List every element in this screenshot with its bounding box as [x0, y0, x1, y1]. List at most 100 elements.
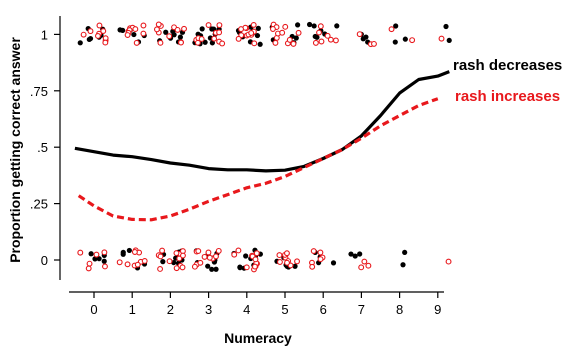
data-point-rash-decreases	[202, 39, 208, 45]
data-point-rash-increases	[310, 248, 317, 255]
data-point-rash-increases	[324, 32, 331, 39]
data-point-rash-increases	[284, 250, 290, 257]
data-point-rash-decreases	[163, 29, 169, 35]
data-point-rash-increases	[317, 249, 324, 256]
data-point-rash-increases	[174, 26, 181, 33]
data-point-rash-increases	[124, 261, 131, 268]
data-point-rash-increases	[195, 248, 202, 254]
data-point-rash-decreases	[88, 251, 94, 257]
data-point-rash-increases	[438, 35, 445, 42]
data-point-rash-increases	[201, 253, 208, 260]
y-tick-label: 1	[41, 27, 48, 42]
data-point-rash-decreases	[177, 34, 183, 40]
data-point-rash-increases	[235, 247, 242, 254]
data-point-rash-decreases	[131, 31, 137, 38]
data-point-rash-decreases	[357, 251, 363, 257]
data-point-rash-increases	[279, 29, 286, 36]
data-point-rash-decreases	[392, 39, 398, 45]
data-point-rash-increases	[211, 35, 218, 42]
data-point-rash-decreases	[400, 262, 406, 268]
data-point-rash-increases	[361, 258, 368, 265]
y-axis-ticks: 0 .25 .5 .75 1	[30, 27, 60, 268]
data-point-rash-increases	[194, 39, 201, 46]
data-point-rash-increases	[205, 249, 212, 256]
curve-rash-increases	[77, 97, 439, 222]
x-tick-label: 9	[434, 302, 441, 317]
data-point-rash-increases	[251, 263, 258, 270]
x-axis-title: Numeracy	[224, 330, 292, 346]
data-point-rash-increases	[219, 40, 226, 47]
data-point-rash-increases	[295, 29, 302, 36]
data-point-rash-increases	[100, 28, 107, 34]
data-point-rash-decreases	[352, 253, 358, 259]
data-point-rash-decreases	[257, 41, 263, 47]
curve-rash-decreases	[74, 70, 450, 173]
data-point-rash-increases	[356, 31, 363, 38]
scatter-points	[77, 21, 452, 273]
data-point-rash-decreases	[443, 23, 449, 30]
y-tick-label: .5	[37, 140, 48, 155]
data-point-rash-decreases	[295, 22, 301, 28]
data-point-rash-increases	[179, 264, 186, 271]
x-tick-label: 7	[358, 302, 365, 317]
data-point-rash-increases	[157, 253, 164, 260]
data-point-rash-increases	[409, 37, 416, 44]
data-point-rash-increases	[141, 258, 148, 264]
data-point-rash-decreases	[311, 23, 317, 29]
data-point-rash-decreases	[330, 260, 337, 266]
y-tick-label: 0	[41, 253, 48, 268]
data-point-rash-decreases	[254, 32, 261, 39]
data-point-rash-decreases	[77, 40, 83, 46]
x-tick-label: 5	[281, 302, 288, 317]
data-point-rash-decreases	[446, 37, 452, 44]
data-point-rash-decreases	[292, 263, 298, 269]
data-point-rash-decreases	[402, 249, 408, 256]
data-point-rash-decreases	[209, 266, 215, 272]
series-label-rash-decreases: rash decreases	[453, 57, 562, 74]
data-point-rash-decreases	[117, 27, 123, 33]
data-point-rash-increases	[166, 33, 173, 40]
data-point-rash-decreases	[205, 263, 211, 269]
data-point-rash-decreases	[255, 25, 261, 31]
data-point-rash-increases	[173, 265, 180, 272]
data-point-rash-increases	[358, 264, 365, 271]
x-axis-ticks: 0 1 2 3 4 5 6 7 8 9	[90, 292, 441, 317]
data-point-rash-increases	[316, 29, 322, 36]
data-point-rash-increases	[243, 264, 250, 271]
data-point-rash-increases	[80, 31, 87, 38]
data-point-rash-increases	[101, 249, 108, 256]
data-point-rash-increases	[197, 259, 204, 266]
data-point-rash-decreases	[101, 258, 107, 264]
data-point-rash-decreases	[363, 34, 369, 40]
data-point-rash-increases	[276, 252, 283, 259]
data-point-rash-increases	[231, 251, 238, 258]
data-point-rash-decreases	[334, 23, 340, 29]
data-point-rash-decreases	[160, 259, 166, 265]
data-point-rash-increases	[178, 39, 184, 46]
data-point-rash-increases	[134, 261, 141, 268]
data-point-rash-increases	[173, 250, 180, 257]
data-point-rash-increases	[95, 32, 101, 39]
x-tick-label: 4	[243, 302, 250, 317]
data-point-rash-increases	[198, 36, 205, 42]
data-point-rash-decreases	[96, 256, 102, 262]
data-point-rash-increases	[365, 262, 372, 269]
data-point-rash-decreases	[213, 266, 219, 272]
data-point-rash-decreases	[126, 247, 132, 254]
data-point-rash-increases	[87, 28, 94, 35]
data-point-rash-decreases	[314, 34, 320, 40]
data-point-rash-increases	[309, 263, 316, 270]
fitted-curves	[74, 70, 450, 222]
data-point-rash-increases	[317, 256, 324, 263]
y-tick-label: .75	[30, 84, 48, 99]
data-point-rash-decreases	[243, 253, 249, 259]
data-point-rash-decreases	[306, 21, 313, 28]
data-point-rash-increases	[102, 263, 108, 270]
data-point-rash-increases	[86, 260, 93, 267]
data-point-rash-increases	[77, 249, 84, 256]
data-point-rash-increases	[238, 26, 244, 33]
data-point-rash-increases	[155, 21, 162, 28]
data-point-rash-increases	[276, 259, 283, 265]
data-point-rash-increases	[235, 35, 242, 42]
data-point-rash-increases	[312, 39, 319, 46]
